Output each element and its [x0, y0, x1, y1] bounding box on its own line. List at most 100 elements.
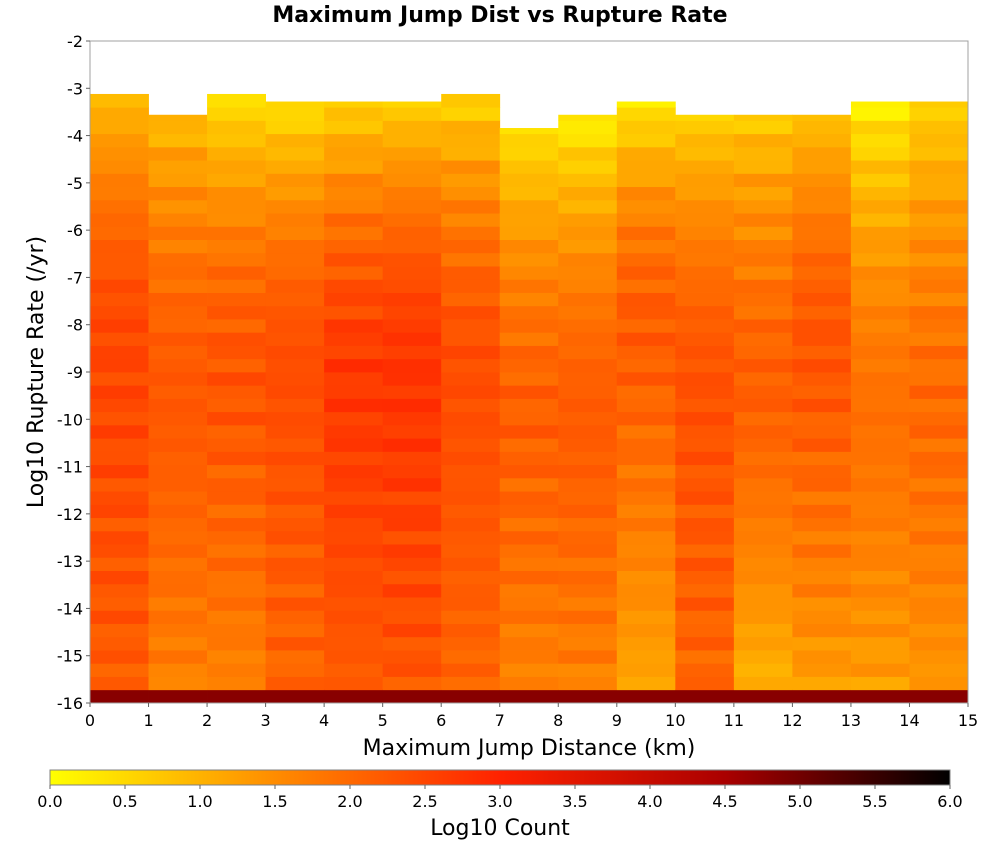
heatmap-cell	[90, 689, 149, 704]
heatmap-cell	[616, 292, 676, 307]
heatmap-cell	[675, 226, 735, 240]
heatmap-cell	[733, 358, 793, 373]
heatmap-cell	[499, 199, 559, 214]
heatmap-cell	[90, 464, 149, 479]
heatmap-cell	[850, 186, 910, 201]
heatmap-cell	[324, 252, 384, 267]
heatmap-cell	[909, 597, 969, 611]
heatmap-cell	[265, 266, 325, 280]
heatmap-cell	[90, 372, 149, 386]
heatmap-cell	[558, 332, 618, 346]
heatmap-cell	[265, 146, 325, 161]
heatmap-cell	[733, 199, 793, 214]
heatmap-cell	[324, 173, 384, 188]
heatmap-cell	[382, 424, 442, 439]
heatmap-cell	[148, 199, 208, 214]
heatmap-cell	[499, 570, 559, 585]
heatmap-cell	[265, 252, 325, 267]
heatmap-cell	[148, 477, 208, 492]
heatmap-cell	[207, 530, 266, 545]
heatmap-cell	[265, 544, 325, 558]
heatmap-cell	[616, 199, 676, 214]
heatmap-cell	[792, 636, 852, 651]
heatmap-cell	[382, 438, 442, 452]
heatmap-cell	[441, 226, 501, 240]
heatmap-cell	[499, 160, 559, 174]
heatmap-cell	[265, 610, 325, 624]
heatmap-cell	[90, 650, 149, 664]
heatmap-cell	[265, 213, 325, 227]
heatmap-cell	[675, 213, 735, 227]
heatmap-cell	[499, 266, 559, 280]
heatmap-cell	[441, 597, 501, 611]
heatmap-cell	[265, 517, 325, 532]
heatmap-cell	[792, 252, 852, 267]
colorbar-tick-label: 4.0	[637, 792, 662, 811]
heatmap-cell	[792, 504, 852, 519]
heatmap-cell	[90, 636, 149, 651]
heatmap-cell	[382, 226, 442, 240]
heatmap-cell	[850, 570, 910, 585]
heatmap-cell	[382, 517, 442, 532]
heatmap-cell	[148, 636, 208, 651]
x-tick-label: 10	[665, 711, 685, 730]
heatmap-cell	[441, 570, 501, 585]
heatmap-cell	[324, 464, 384, 479]
heatmap-cell	[265, 650, 325, 664]
heatmap-cell	[382, 107, 442, 121]
heatmap-cell	[792, 451, 852, 466]
heatmap-cell	[850, 226, 910, 240]
heatmap-cell	[207, 319, 266, 333]
heatmap-cell	[675, 133, 735, 148]
colorbar-tick-label: 0.0	[37, 792, 62, 811]
heatmap-cell	[792, 623, 852, 638]
heatmap-cell	[675, 636, 735, 651]
heatmap-cell	[499, 345, 559, 360]
heatmap-cell	[207, 305, 266, 320]
heatmap-cell	[733, 133, 793, 148]
heatmap-cell	[616, 583, 676, 598]
heatmap-cell	[909, 491, 969, 505]
heatmap-cell	[324, 385, 384, 399]
heatmap-cell	[207, 146, 266, 161]
heatmap-cell	[616, 438, 676, 452]
heatmap-cell	[441, 213, 501, 227]
heatmap-cell	[675, 186, 735, 201]
x-tick-label: 4	[319, 711, 329, 730]
heatmap-cell	[850, 424, 910, 439]
heatmap-cell	[148, 252, 208, 267]
heatmap-cell	[909, 570, 969, 585]
heatmap-cell	[90, 266, 149, 280]
heatmap-cell	[499, 477, 559, 492]
heatmap-cell	[207, 650, 266, 664]
heatmap-cell	[616, 676, 676, 691]
heatmap-cell	[324, 491, 384, 505]
heatmap-cell	[909, 544, 969, 558]
heatmap-cell	[558, 689, 618, 704]
heatmap-cell	[441, 650, 501, 664]
heatmap-cell	[909, 557, 969, 571]
heatmap-cell	[909, 372, 969, 386]
heatmap-cell	[265, 411, 325, 426]
heatmap-cell	[148, 650, 208, 664]
heatmap-cell	[90, 332, 149, 346]
heatmap-cell	[792, 226, 852, 240]
heatmap-cell	[616, 689, 676, 704]
heatmap-cell	[850, 133, 910, 148]
heatmap-cell	[207, 504, 266, 519]
heatmap-cell	[265, 160, 325, 174]
heatmap-cell	[382, 305, 442, 320]
heatmap-cell	[792, 557, 852, 571]
heatmap-cell	[90, 676, 149, 691]
heatmap-cell	[382, 557, 442, 571]
heatmap-cell	[733, 226, 793, 240]
heatmap-cell	[909, 266, 969, 280]
heatmap-cell	[265, 676, 325, 691]
heatmap-cell	[90, 319, 149, 333]
y-tick-label: -4	[67, 127, 83, 146]
heatmap-cell	[909, 398, 969, 413]
heatmap-cell	[207, 636, 266, 651]
heatmap-cell	[499, 319, 559, 333]
heatmap-cell	[148, 372, 208, 386]
heatmap-cell	[265, 570, 325, 585]
